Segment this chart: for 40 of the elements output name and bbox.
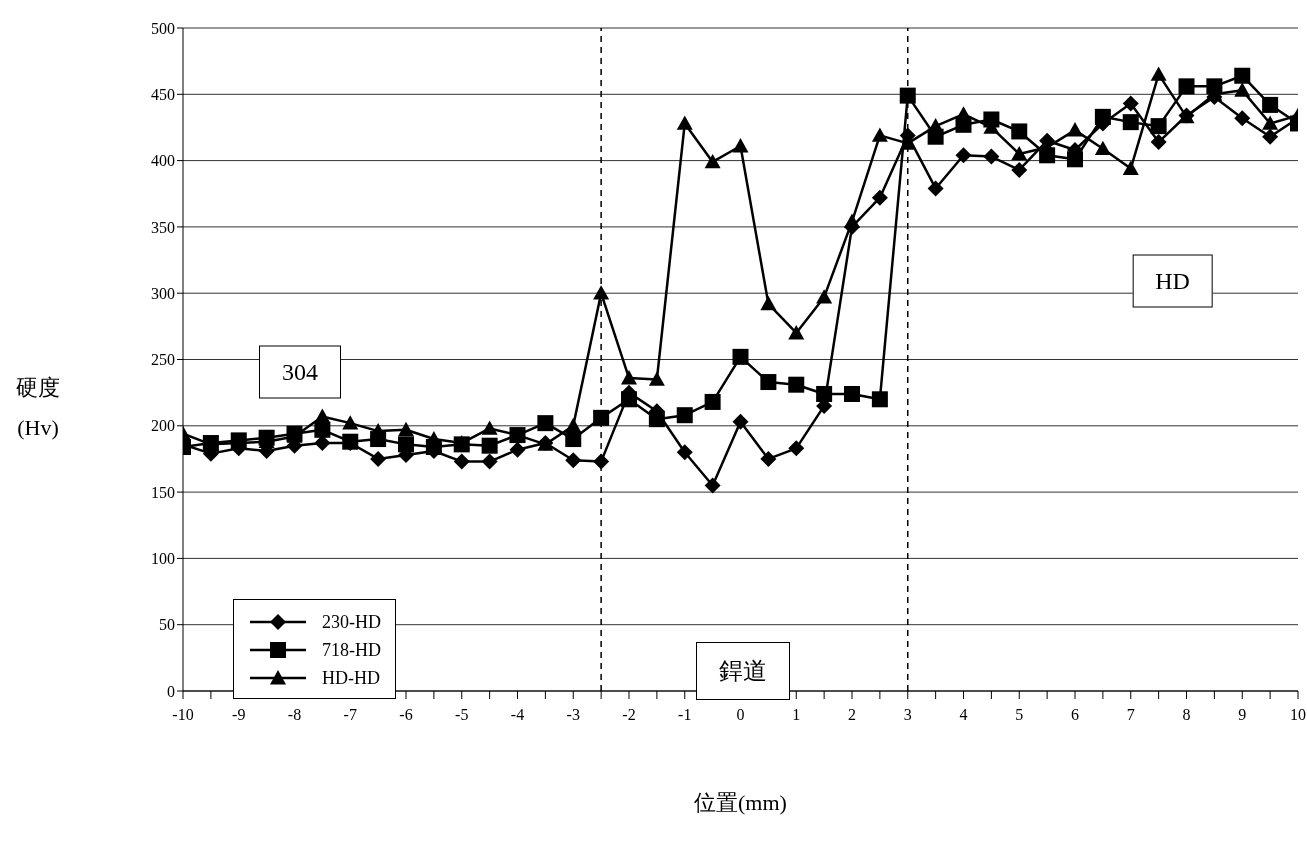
x-axis-title: 位置(mm) bbox=[693, 789, 788, 817]
legend-label: 230-HD bbox=[322, 611, 381, 633]
x-tick-label: 7 bbox=[1126, 706, 1135, 724]
x-tick-label: 2 bbox=[848, 706, 856, 724]
x-tick-label: 8 bbox=[1182, 706, 1191, 724]
x-tick-label: -10 bbox=[172, 706, 194, 724]
x-tick-label: 9 bbox=[1238, 706, 1247, 724]
y-tick-label: 200 bbox=[151, 417, 175, 435]
y-tick-label: 0 bbox=[167, 682, 175, 700]
x-tick-label: 3 bbox=[903, 706, 912, 724]
y-tick-label: 400 bbox=[151, 152, 175, 170]
annotation: HD bbox=[1132, 254, 1213, 308]
y-tick-label: 300 bbox=[151, 284, 175, 302]
x-tick-label: 6 bbox=[1071, 706, 1079, 724]
y-tick-label: 500 bbox=[151, 19, 175, 37]
x-tick-label: 5 bbox=[1015, 706, 1024, 724]
x-tick-label: 0 bbox=[736, 706, 745, 724]
legend-label: HD-HD bbox=[322, 667, 380, 689]
x-tick-label: 1 bbox=[792, 706, 801, 724]
legend-label: 718-HD bbox=[322, 639, 381, 661]
y-tick-label: 250 bbox=[151, 351, 175, 369]
y-tick-label: 450 bbox=[151, 85, 175, 103]
annotation: 304 bbox=[259, 345, 342, 399]
x-tick-label: -2 bbox=[622, 706, 636, 724]
y-tick-label: 350 bbox=[151, 218, 175, 236]
x-tick-label: -7 bbox=[343, 706, 357, 724]
y-tick-label: 100 bbox=[151, 550, 175, 568]
x-tick-label: -5 bbox=[455, 706, 469, 724]
y-axis-title: 硬度 (Hv) bbox=[15, 373, 61, 442]
x-tick-label: -8 bbox=[287, 706, 302, 724]
y-tick-label: 50 bbox=[159, 616, 175, 634]
x-tick-label: 10 bbox=[1290, 706, 1306, 724]
y-tick-label: 150 bbox=[151, 483, 175, 501]
x-tick-label: -3 bbox=[566, 706, 580, 724]
annotation: 銲道 bbox=[696, 642, 791, 701]
x-tick-label: 4 bbox=[959, 706, 968, 724]
x-tick-label: -4 bbox=[510, 706, 525, 724]
x-tick-label: -6 bbox=[399, 706, 413, 724]
x-tick-label: -9 bbox=[232, 706, 246, 724]
x-tick-label: -1 bbox=[678, 706, 692, 724]
